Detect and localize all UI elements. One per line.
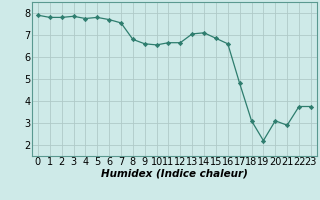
X-axis label: Humidex (Indice chaleur): Humidex (Indice chaleur) xyxy=(101,169,248,179)
